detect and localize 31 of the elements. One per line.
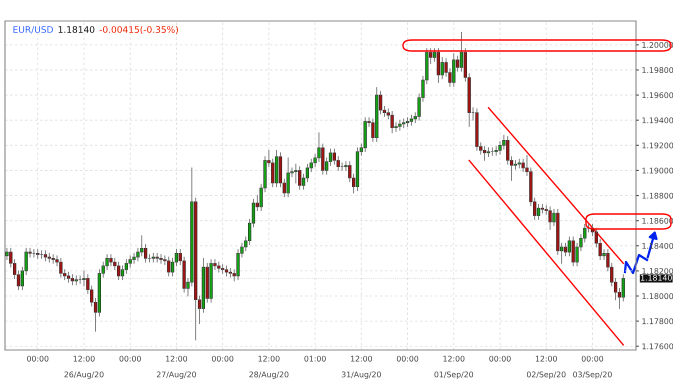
candlestick [117,262,120,280]
candlestick [390,110,394,134]
candlestick [136,248,140,262]
candlestick [306,164,310,182]
candlestick [522,158,525,172]
candlestick [70,274,74,286]
chart-subtitle: 1.18140 [58,26,94,33]
candlestick [274,150,278,188]
candlestick [182,256,186,293]
candlestick [286,157,290,198]
candlestick [294,164,298,184]
candlestick [332,148,336,165]
chart-title: EUR/USD [13,26,53,34]
candlestick [436,48,440,83]
candlestick [548,206,552,230]
candlestick [52,254,55,264]
candlestick [105,254,109,270]
candlestick [398,120,402,131]
candlestick [564,242,568,256]
candlestick [236,249,240,280]
candlestick [59,258,62,278]
candlestick [356,147,360,191]
candlestick [410,114,414,126]
candlestick [221,264,224,274]
candlestick [209,259,213,303]
candlestick [475,108,479,151]
annotation: -0.00415(-0.35%) [100,26,178,34]
candlestick [124,259,128,274]
candlestick [144,244,148,263]
candlestick [482,146,486,161]
candlestick [494,146,498,156]
